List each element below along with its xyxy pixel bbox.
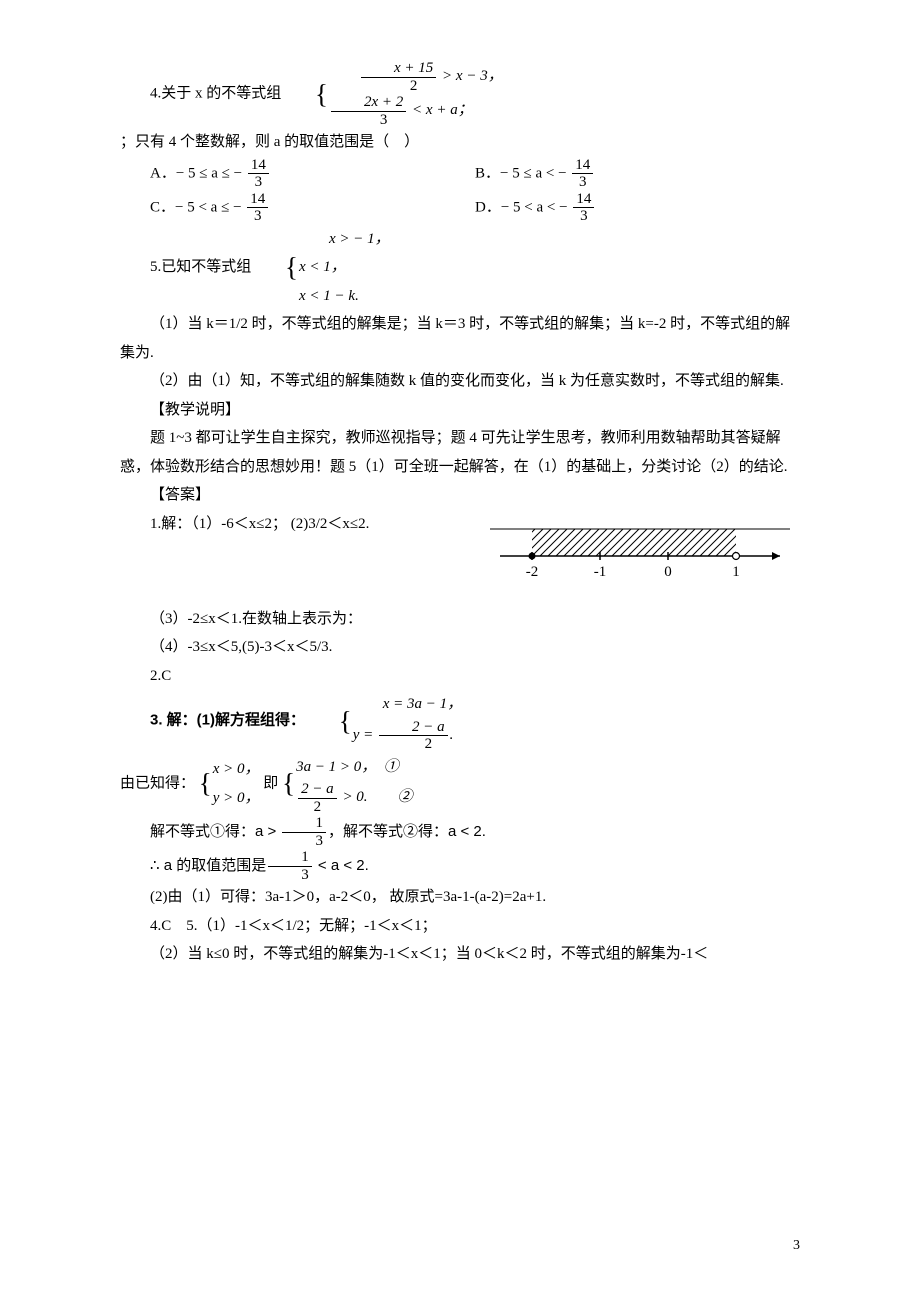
- brace-icon: {: [199, 753, 212, 814]
- q4-options: A．− 5 ≤ a ≤ − 143 B．− 5 ≤ a < − 143 C．− …: [150, 157, 800, 225]
- answer-3-line1: 3. 解：(1)解方程组得： { x = 3a − 1， y = 2 − a2.: [120, 690, 800, 753]
- a3-bysys2: { 3a − 1 > 0， ① 2 − a2 > 0. ②: [282, 753, 413, 816]
- q4-system: { x + 152 > x − 3， 2x + 23 < x + a；: [285, 60, 503, 128]
- svg-text:1: 1: [732, 564, 740, 580]
- answer-3-range: ∴ a 的取值范围是13 < a < 2.: [120, 849, 800, 883]
- option-d: D．− 5 < a < − 143: [475, 191, 800, 225]
- q4-line: 4.关于 x 的不等式组 { x + 152 > x − 3， 2x + 23 …: [120, 60, 800, 157]
- svg-text:-2: -2: [526, 564, 539, 580]
- page-number: 3: [793, 1233, 800, 1260]
- answer-3-part2: (2)由（1）可得：3a-1＞0，a-2＜0， 故原式=3a-1-(a-2)=2…: [120, 883, 800, 912]
- option-b: B．− 5 ≤ a < − 143: [475, 157, 800, 191]
- question-5: 5.已知不等式组 { x > − 1， x < 1， x < 1 − k. （1…: [120, 225, 800, 396]
- teaching-note-title: 【教学说明】: [120, 396, 800, 425]
- option-a: A．− 5 ≤ a ≤ − 143: [150, 157, 475, 191]
- option-c: C．− 5 < a ≤ − 143: [150, 191, 475, 225]
- number-line-svg: -2 -1 0 1: [480, 528, 800, 588]
- q5-system: { x > − 1， x < 1， x < 1 − k.: [255, 225, 390, 311]
- answer-3-solve: 解不等式①得：a > 13，解不等式②得：a < 2.: [120, 815, 800, 849]
- brace-icon: {: [255, 223, 298, 313]
- q4-after: ；只有 4 个整数解，则 a 的取值范围是（ ）: [120, 134, 419, 150]
- page: 4.关于 x 的不等式组 { x + 152 > x − 3， 2x + 23 …: [60, 0, 860, 1280]
- answer-5-2: （2）当 k≤0 时，不等式组的解集为-1＜x＜1；当 0＜k＜2 时，不等式组…: [120, 940, 800, 969]
- answers-title: 【答案】: [120, 481, 800, 510]
- svg-text:0: 0: [664, 564, 672, 580]
- answer-3-by: 由已知得： { x > 0， y > 0， 即 { 3a − 1 > 0， ① …: [120, 753, 800, 816]
- q5-line: 5.已知不等式组 { x > − 1， x < 1， x < 1 − k.: [120, 225, 800, 311]
- answer-2: 2.C: [120, 662, 800, 691]
- number-line: -2 -1 0 1: [120, 528, 800, 599]
- q5-p2: （2）由（1）知，不等式组的解集随数 k 值的变化而变化，当 k 为任意实数时，…: [120, 367, 800, 396]
- svg-text:-1: -1: [594, 564, 607, 580]
- answer-1-line4: （4）-3≤x＜5,(5)-3＜x＜5/3.: [120, 633, 800, 662]
- teaching-note-body: 题 1~3 都可让学生自主探究，教师巡视指导；题 4 可先让学生思考，教师利用数…: [120, 424, 800, 481]
- brace-icon: {: [285, 58, 328, 130]
- brace-icon: {: [282, 751, 295, 818]
- question-4: 4.关于 x 的不等式组 { x + 152 > x − 3， 2x + 23 …: [120, 60, 800, 225]
- answer-1-line3: （3）-2≤x＜1.在数轴上表示为：: [120, 605, 800, 634]
- answer-4-5: 4.C 5.（1）-1＜x＜1/2；无解；-1＜x＜1；: [120, 912, 800, 941]
- brace-icon: {: [309, 688, 352, 755]
- q4-prefix: 4.关于 x 的不等式组: [150, 85, 281, 101]
- a3-system: { x = 3a − 1， y = 2 − a2.: [309, 690, 462, 753]
- q5-prefix: 5.已知不等式组: [150, 259, 251, 275]
- q5-p1: （1）当 k＝1/2 时，不等式组的解集是；当 k＝3 时，不等式组的解集；当 …: [120, 310, 800, 367]
- a3-bysys1: { x > 0， y > 0，: [199, 755, 260, 812]
